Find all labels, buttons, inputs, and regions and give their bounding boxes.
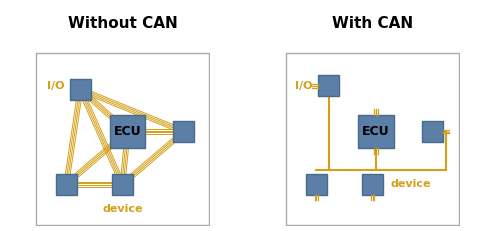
Text: I/O: I/O	[47, 81, 64, 91]
FancyBboxPatch shape	[306, 174, 327, 195]
FancyBboxPatch shape	[70, 79, 91, 100]
FancyBboxPatch shape	[36, 53, 208, 225]
FancyBboxPatch shape	[174, 121, 195, 142]
FancyBboxPatch shape	[56, 174, 77, 195]
Text: With CAN: With CAN	[332, 16, 413, 31]
FancyBboxPatch shape	[358, 115, 394, 148]
FancyBboxPatch shape	[110, 115, 146, 148]
Text: Without CAN: Without CAN	[68, 16, 178, 31]
Text: ECU: ECU	[362, 125, 390, 138]
FancyBboxPatch shape	[362, 174, 383, 195]
Text: ECU: ECU	[114, 125, 141, 138]
FancyBboxPatch shape	[422, 121, 442, 142]
Text: I/O: I/O	[296, 81, 313, 91]
FancyBboxPatch shape	[112, 174, 133, 195]
Text: device: device	[390, 179, 430, 189]
FancyBboxPatch shape	[286, 53, 458, 225]
FancyBboxPatch shape	[318, 75, 339, 97]
Text: device: device	[102, 204, 143, 213]
